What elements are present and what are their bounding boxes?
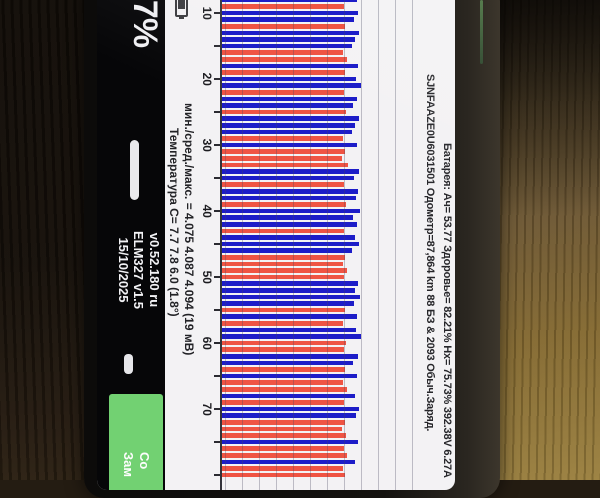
phone-battery-percent: 57% — [126, 0, 164, 48]
cell-bar-shunt — [222, 268, 347, 273]
cell-bar-shunt — [222, 380, 343, 386]
cell-bar-shunt — [222, 156, 342, 161]
connect-button-line2: Зам — [121, 452, 136, 477]
cell-bar-shunt — [222, 274, 344, 280]
cell-bar-shunt — [222, 321, 343, 326]
bottom-status-bar: 57% v0.52.180 ru ELM327 v1.5 15/10/2025 … — [97, 0, 165, 490]
chart-gridline — [361, 0, 362, 490]
chart-gridline — [310, 0, 311, 490]
temperature-readout: Температура C= 7.7 7.8 6.0 (1.8°) — [167, 128, 181, 317]
axis-tick — [214, 12, 220, 15]
phone-edge-glint — [480, 0, 483, 64]
cell-bar-shunt — [222, 136, 343, 141]
axis-tick — [214, 441, 220, 444]
axis-tick — [214, 309, 220, 312]
chart-gridline — [344, 0, 345, 490]
phone-battery-icon — [175, 0, 188, 17]
axis-tick — [214, 474, 220, 477]
axis-tick-label: 50 — [200, 270, 214, 284]
cell-bar-shunt — [222, 400, 344, 405]
battery-summary-line: Батарея: Ач= 53.77 Здоровье= 82.21% Hx= … — [441, 143, 453, 478]
axis-tick — [214, 243, 220, 246]
cell-bar-shunt — [222, 261, 343, 267]
cell-bar-shunt — [222, 446, 344, 452]
chart-gridline — [412, 0, 413, 490]
axis-tick — [214, 375, 220, 378]
axis-tick-label: 70 — [200, 402, 214, 416]
cell-bar-shunt — [222, 182, 344, 188]
cell-voltage-chart — [222, 0, 415, 490]
gesture-nav-pill[interactable] — [130, 140, 139, 200]
cell-bar-shunt — [222, 90, 344, 95]
axis-tick — [214, 144, 220, 147]
min-avg-max-readout: мин./сред./макс. = 4.075 4.087 4.094 (19… — [182, 103, 196, 356]
axis-tick — [214, 177, 220, 180]
table-wood-dark — [0, 0, 100, 480]
chart-gridline — [276, 0, 277, 490]
date-label: 15/10/2025 — [116, 237, 131, 303]
cell-bar-shunt — [222, 453, 347, 458]
cell-number-axis: 10 20 30 40 50 60 70 — [196, 0, 222, 490]
cell-bar-shunt — [222, 228, 344, 234]
chart-gridline — [259, 0, 260, 490]
cell-bar-shunt — [222, 426, 342, 432]
axis-tick-label: 60 — [200, 336, 214, 350]
axis-tick — [214, 45, 220, 48]
cell-bar-shunt — [222, 347, 344, 353]
divider-dash — [124, 354, 133, 374]
axis-tick-label: 40 — [200, 204, 214, 218]
chart-gridline — [242, 0, 243, 490]
chart-gridline — [225, 0, 226, 490]
connect-button[interactable]: Со Зам — [109, 394, 163, 490]
axis-tick — [214, 276, 220, 279]
app-version-label: v0.52.180 ru — [147, 232, 162, 308]
cell-bar-shunt — [222, 162, 348, 168]
axis-tick — [214, 210, 220, 213]
version-info-block: v0.52.180 ru ELM327 v1.5 15/10/2025 — [116, 204, 162, 336]
adapter-label: ELM327 v1.5 — [131, 230, 147, 310]
vin-odometer-line: SJNFAAZE0U6031501 Одометр=87,864 km 88 Б… — [424, 74, 436, 432]
cell-bar-shunt — [222, 50, 343, 56]
axis-tick — [214, 78, 220, 81]
axis-tick-label: 20 — [200, 72, 214, 86]
chart-gridline — [395, 0, 396, 490]
axis-tick — [214, 111, 220, 114]
phone-battery-fill — [178, 0, 185, 10]
chart-gridline — [293, 0, 294, 490]
cell-bar-shunt — [222, 4, 344, 9]
chart-gridline — [378, 0, 379, 490]
axis-tick — [214, 342, 220, 345]
chart-gridline — [327, 0, 328, 490]
cell-bar-shunt — [222, 57, 347, 62]
phone-screen: Батарея: Ач= 53.77 Здоровье= 82.21% Hx= … — [97, 0, 455, 490]
connect-button-line1: Со — [137, 452, 152, 470]
axis-tick — [214, 408, 220, 411]
table-wood-light — [488, 0, 600, 480]
axis-tick-label: 10 — [200, 6, 214, 20]
cell-bar-shunt — [222, 466, 343, 471]
axis-tick-label: 30 — [200, 138, 214, 152]
cell-bar-shunt — [222, 387, 347, 392]
